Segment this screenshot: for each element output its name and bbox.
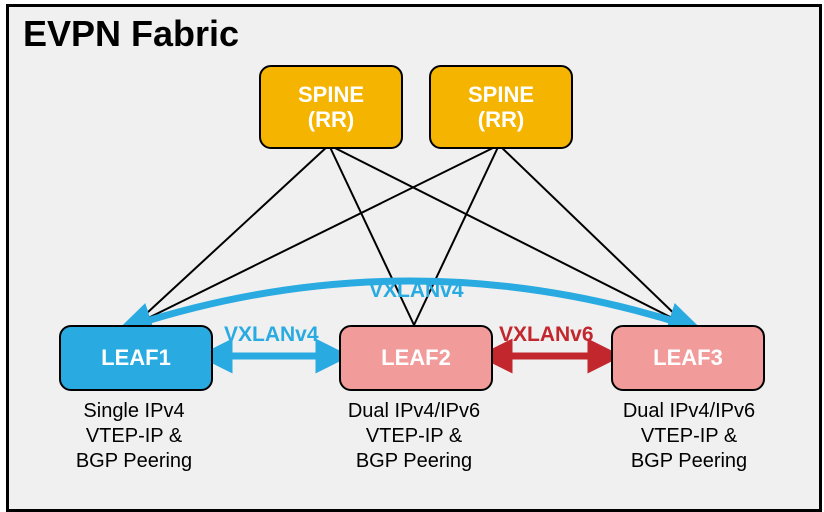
desc-line: VTEP-IP & [641,425,737,447]
desc-line: BGP Peering [631,450,747,472]
diagram-title: EVPN Fabric [23,13,239,55]
node-leaf1: LEAF1 [59,325,213,391]
node-spine2: SPINE (RR) [429,65,573,149]
desc-leaf3: Dual IPv4/IPv6 VTEP-IP & BGP Peering [579,399,799,474]
node-label: SPINE [298,82,364,107]
node-label: LEAF3 [653,345,723,370]
node-label: LEAF1 [101,345,171,370]
node-label: (RR) [308,107,354,132]
link-label-vxlanv6: VXLANv6 [499,323,594,347]
link-label-vxlanv4: VXLANv4 [224,323,319,347]
desc-line: Dual IPv4/IPv6 [348,400,480,422]
desc-line: VTEP-IP & [86,425,182,447]
desc-line: VTEP-IP & [366,425,462,447]
desc-line: Dual IPv4/IPv6 [623,400,755,422]
desc-line: BGP Peering [356,450,472,472]
link-label-vxlanv4-arc: VXLANv4 [369,279,464,303]
diagram-frame: EVPN Fabric SPINE (RR) SPINE (RR) LEAF1 … [6,4,822,512]
node-label: (RR) [478,107,524,132]
node-label: SPINE [468,82,534,107]
desc-line: BGP Peering [76,450,192,472]
node-spine1: SPINE (RR) [259,65,403,149]
desc-line: Single IPv4 [83,400,184,422]
desc-leaf2: Dual IPv4/IPv6 VTEP-IP & BGP Peering [304,399,524,474]
node-leaf3: LEAF3 [611,325,765,391]
node-leaf2: LEAF2 [339,325,493,391]
desc-leaf1: Single IPv4 VTEP-IP & BGP Peering [24,399,244,474]
node-label: LEAF2 [381,345,451,370]
